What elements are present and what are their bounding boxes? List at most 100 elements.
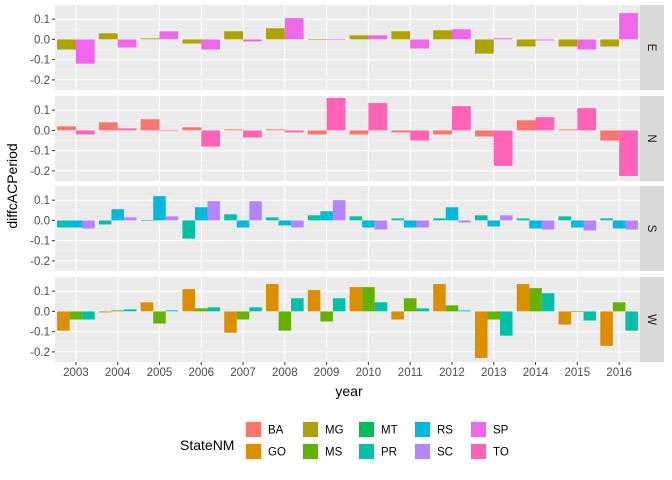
- bar-S-SC-2009: [332, 200, 346, 221]
- bar-S-PR-2010: [349, 216, 363, 221]
- bar-N-BA-2009: [307, 130, 327, 135]
- bar-N-TO-2004: [117, 128, 137, 131]
- bar-E-MG-2005: [140, 38, 160, 40]
- bar-W-PR-2011: [416, 308, 429, 312]
- bar-N-TO-2015: [577, 108, 597, 131]
- bar-W-GO-2009: [307, 290, 321, 312]
- bar-N-TO-2012: [451, 106, 471, 131]
- legend-swatch: [246, 422, 261, 437]
- bar-W-PR-2008: [291, 298, 304, 312]
- legend-keys: BA GO MG MS MT PR RS SC SP TO: [245, 421, 509, 460]
- bar-E-SP-2010: [368, 35, 388, 40]
- facet-panels: 0.1 0.0 -0.1 -0.2 0.1 0.0 -0.1 -0.2 0.1 0.0 -0.1 -0…: [30, 5, 640, 362]
- bar-N-BA-2004: [98, 122, 118, 131]
- bar-S-RS-2003: [69, 220, 83, 228]
- bar-S-RS-2009: [320, 211, 333, 221]
- bar-N-TO-2008: [284, 130, 304, 133]
- legend-swatch: [415, 444, 430, 459]
- bar-S-RS-2006: [194, 207, 208, 221]
- bar-S-PR-2011: [391, 218, 404, 221]
- bar-S-RS-2014: [529, 220, 542, 229]
- legend-label: TO: [493, 447, 509, 459]
- y-tick-label: 0.1: [34, 286, 50, 298]
- y-tick-label: -0.1: [30, 236, 50, 248]
- legend-item-MG: MG: [302, 421, 344, 438]
- bar-S-PR-2004: [98, 220, 112, 225]
- bar-W-PR-2015: [583, 311, 597, 321]
- bar-N-BA-2015: [558, 129, 578, 131]
- panel-background: [55, 96, 640, 181]
- bar-N-BA-2013: [474, 130, 494, 137]
- y-tick-label: 0.0: [34, 34, 50, 46]
- bar-S-PR-2008: [266, 217, 279, 221]
- bar-E-SP-2004: [117, 39, 137, 48]
- bar-S-PR-2014: [516, 218, 530, 221]
- y-tick-label: 0.1: [34, 14, 50, 26]
- bar-E-SP-2007: [243, 39, 262, 42]
- facet-panel-N: 0.1 0.0 -0.1 -0.2: [30, 96, 640, 181]
- bar-S-SC-2003: [82, 220, 95, 229]
- bar-W-PR-2016: [625, 311, 638, 331]
- panel-background: [55, 5, 640, 90]
- bar-E-MG-2013: [474, 39, 494, 54]
- x-tick-label: 2003: [63, 367, 89, 379]
- x-tick-label: 2010: [356, 367, 382, 379]
- facet-strips: E N S W: [640, 5, 664, 362]
- bar-W-MS-2006: [194, 308, 208, 312]
- x-axis-title: year: [335, 383, 363, 399]
- bar-W-PR-2007: [249, 307, 262, 312]
- bar-S-RS-2013: [487, 220, 501, 227]
- legend-swatch: [415, 422, 430, 437]
- bar-E-SP-2012: [451, 29, 471, 40]
- bar-S-RS-2010: [362, 220, 375, 228]
- bar-S-SC-2013: [500, 215, 513, 221]
- bar-E-SP-2014: [535, 39, 555, 41]
- x-tick-label: 2009: [314, 367, 340, 379]
- legend-item-TO: TO: [470, 443, 509, 460]
- facet-strip-W: [640, 277, 664, 362]
- legend-item-SC: SC: [414, 443, 453, 460]
- facet-panel-S: 0.1 0.0 -0.1 -0.2: [30, 186, 640, 271]
- legend-item-SP: SP: [470, 421, 509, 438]
- facet-strip-label: W: [645, 314, 657, 325]
- bar-E-MG-2003: [57, 39, 76, 50]
- bar-W-MS-2003: [69, 311, 83, 320]
- bar-S-RS-2005: [153, 196, 166, 221]
- y-tick-label: -0.1: [30, 146, 50, 158]
- bar-W-PR-2010: [374, 302, 388, 312]
- bar-W-MS-2005: [153, 311, 166, 324]
- bar-W-PR-2009: [332, 298, 346, 312]
- y-tick-label: 0.1: [34, 105, 50, 117]
- bar-S-PR-2013: [474, 215, 488, 221]
- legend-label: GO: [268, 447, 286, 459]
- legend-swatch: [246, 444, 261, 459]
- x-tick-label: 2014: [523, 367, 549, 379]
- facet-strip-E: [640, 5, 664, 90]
- y-tick-label: -0.2: [30, 347, 50, 359]
- bar-W-GO-2016: [600, 311, 613, 346]
- bar-W-GO-2011: [391, 311, 404, 320]
- bar-N-BA-2006: [182, 127, 202, 131]
- bar-S-SC-2010: [374, 220, 388, 230]
- legend-item-RS: RS: [414, 421, 453, 438]
- bar-E-SP-2011: [410, 39, 429, 49]
- bar-E-MG-2008: [266, 28, 285, 40]
- bar-S-RS-2015: [571, 220, 584, 228]
- bar-S-SC-2005: [165, 216, 179, 221]
- bar-N-TO-2007: [243, 130, 262, 138]
- y-axis-title: diffcACPeriod: [4, 143, 20, 228]
- panel-background: [55, 277, 640, 362]
- y-tick-label: -0.2: [30, 166, 50, 178]
- y-tick-label: 0.1: [34, 195, 50, 207]
- bar-S-PR-2012: [433, 218, 446, 221]
- bar-N-BA-2007: [224, 129, 244, 131]
- bar-S-SC-2006: [207, 201, 221, 221]
- bar-S-RS-2011: [403, 220, 417, 228]
- bar-N-TO-2013: [493, 130, 513, 166]
- bar-S-SC-2004: [123, 217, 137, 221]
- bar-N-BA-2010: [349, 130, 369, 135]
- y-tick-label: 0.0: [34, 306, 50, 318]
- legend-swatch: [303, 422, 318, 437]
- bar-W-GO-2010: [349, 287, 363, 312]
